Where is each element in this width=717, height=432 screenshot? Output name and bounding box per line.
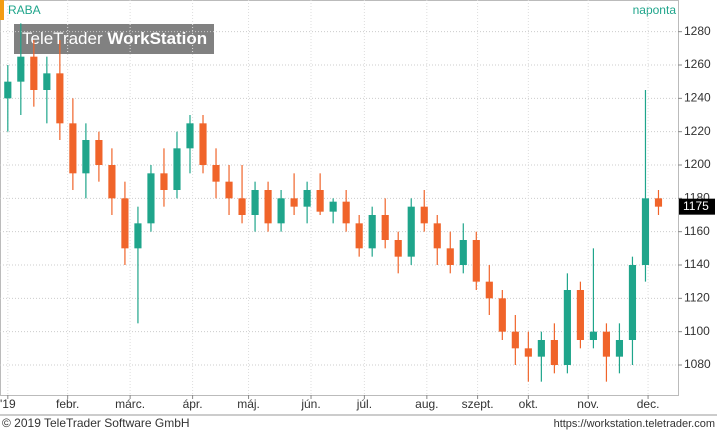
y-tick-label: 1160: [684, 224, 710, 238]
x-tick-label: dec.: [637, 397, 660, 411]
candle-body: [329, 201, 337, 212]
candle-body: [342, 201, 350, 224]
candle-body: [277, 198, 285, 224]
candle-body: [433, 223, 441, 249]
candle-body: [550, 340, 558, 365]
x-tick-label: máj.: [237, 397, 260, 411]
candle-body: [654, 198, 663, 207]
y-tick-label: 1120: [684, 291, 710, 305]
candle-body: [82, 140, 90, 174]
y-tick-label: 1260: [684, 57, 711, 71]
y-tick-label: 1280: [684, 24, 711, 38]
watermark-part: WorkStation: [107, 29, 207, 48]
y-tick-label: 1220: [684, 124, 711, 138]
candle-body: [498, 298, 506, 332]
candle-body: [17, 56, 25, 82]
candle-body: [589, 331, 597, 340]
candle-body: [511, 331, 519, 349]
candle-body: [43, 73, 51, 90]
candle-body: [420, 206, 428, 224]
candle-body: [459, 240, 467, 265]
y-tick-label: 1140: [684, 257, 710, 271]
y-tick-label: 1240: [684, 91, 711, 105]
x-tick-label: okt.: [519, 397, 538, 411]
x-tick-label: nov.: [577, 397, 599, 411]
candle-body: [56, 73, 64, 124]
candle-body: [485, 281, 493, 299]
watermark-box: [14, 24, 214, 54]
y-tick-label: 1200: [684, 157, 711, 171]
candle-body: [602, 331, 611, 357]
candle-body: [225, 181, 233, 199]
candle-body: [4, 81, 12, 99]
footer-right: https://workstation.teletrader.com: [554, 418, 715, 430]
candle-body: [368, 215, 376, 249]
candle-body: [147, 173, 155, 224]
candle-body: [563, 290, 571, 365]
candle-body: [316, 190, 324, 212]
symbol-marker: [0, 0, 4, 20]
x-tick-label: febr.: [56, 397, 79, 411]
watermark: TeleTrader WorkStation: [22, 29, 207, 48]
candle-body: [173, 148, 181, 190]
x-tick-label: márc.: [115, 397, 145, 411]
candle-body: [30, 56, 38, 90]
candle-body: [121, 198, 129, 249]
y-tick-label: 1080: [684, 357, 711, 371]
candle-body: [355, 223, 363, 249]
candle-body: [199, 123, 207, 165]
candle-body: [537, 340, 545, 357]
footer-left: © 2019 TeleTrader Software GmbH: [2, 416, 190, 430]
x-tick-label: ápr.: [183, 397, 203, 411]
x-tick-label: júl.: [356, 397, 372, 411]
candle-body: [134, 223, 142, 249]
candle-body: [303, 190, 311, 207]
candle-body: [238, 198, 246, 215]
watermark-part: TeleTrader: [22, 29, 103, 48]
candle-body: [186, 123, 194, 149]
candle-body: [290, 198, 298, 207]
symbol: RABA: [8, 3, 41, 17]
interval: naponta: [633, 3, 677, 17]
candle-body: [251, 190, 259, 215]
x-tick-label: aug.: [415, 397, 438, 411]
candle-body: [69, 123, 77, 174]
last-value-label: 1175: [683, 199, 709, 213]
candle-body: [394, 240, 402, 257]
candle-body: [381, 215, 389, 240]
candle-body: [212, 165, 220, 182]
candle-body: [108, 165, 116, 199]
candle-body: [160, 173, 168, 190]
candle-body: [95, 140, 103, 165]
candle-body: [472, 240, 480, 282]
candle-body: [576, 290, 584, 340]
last-value-box: [679, 198, 715, 215]
candle-body: [264, 190, 272, 224]
candle-body: [641, 198, 650, 265]
x-tick-label: szept.: [462, 397, 494, 411]
candle-body: [446, 248, 454, 265]
candle-body: [628, 265, 637, 340]
candle-body: [524, 348, 532, 357]
candle-body: [407, 206, 415, 257]
x-tick-label: '19: [0, 397, 16, 411]
candle-body: [615, 340, 624, 357]
x-tick-label: jún.: [300, 397, 320, 411]
y-tick-label: 1100: [684, 324, 710, 338]
